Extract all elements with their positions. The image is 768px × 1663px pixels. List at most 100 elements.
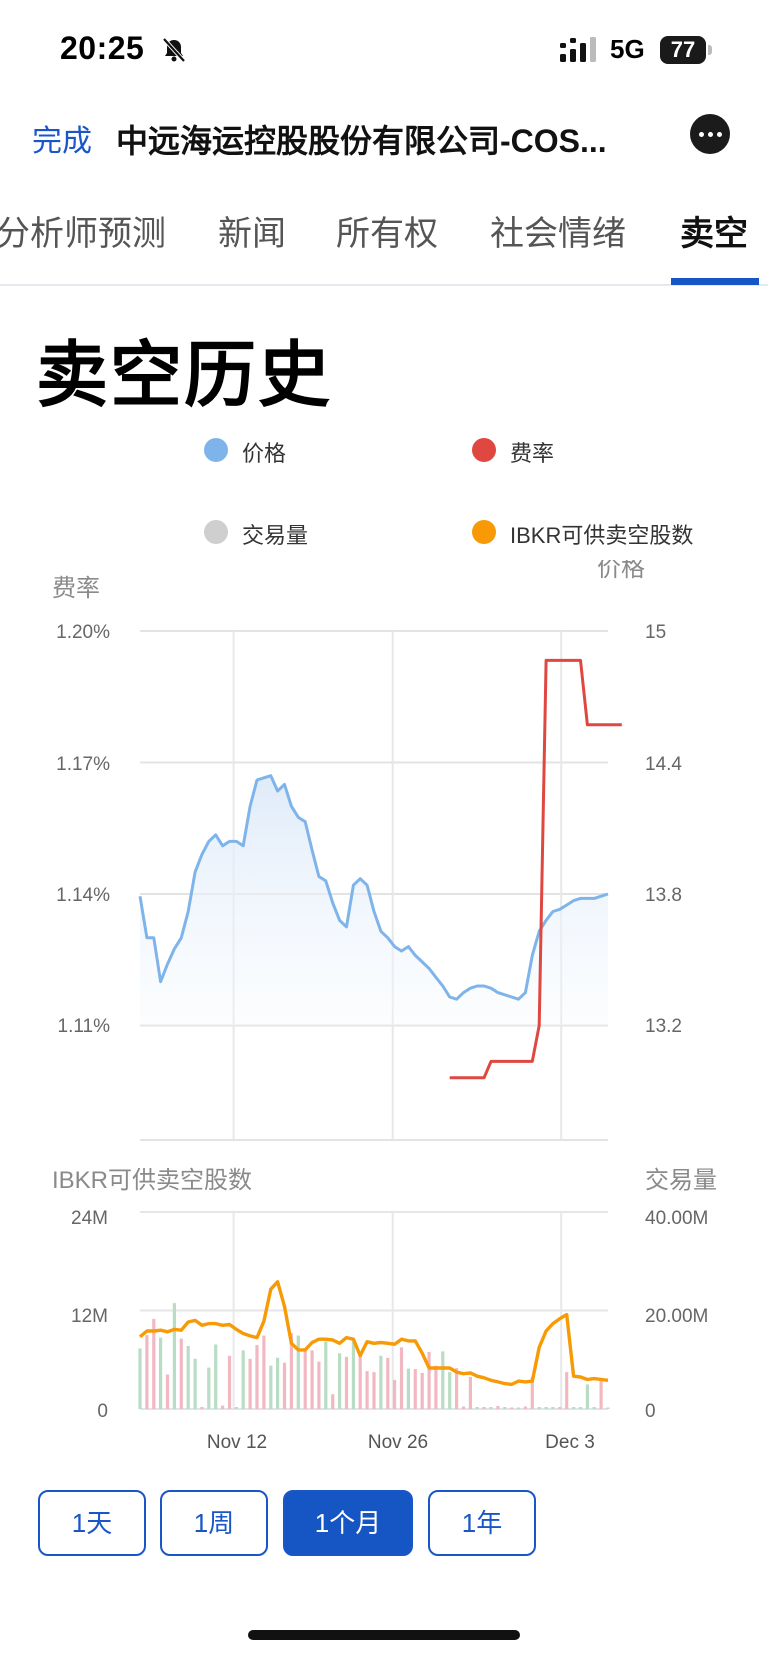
- battery-icon: 77: [660, 36, 712, 64]
- volume-bar: [551, 1407, 555, 1409]
- tab-short-selling[interactable]: 卖空: [680, 215, 748, 253]
- volume-bar: [592, 1407, 596, 1409]
- volume-bar: [496, 1406, 500, 1409]
- volume-bar: [523, 1406, 527, 1409]
- volume-bar: [510, 1407, 514, 1409]
- short-history-chart[interactable]: 费率 价格 1.20% 1.17% 1.14% 1.11% 15 14.4 13…: [0, 560, 768, 1460]
- volume-bar: [441, 1351, 445, 1409]
- legend-ibkr-swatch: [472, 520, 496, 544]
- x-tick-label: Dec 3: [545, 1432, 595, 1453]
- volume-bar: [310, 1350, 314, 1409]
- rate-tick: 1.20%: [56, 622, 110, 643]
- volume-bar: [565, 1372, 569, 1409]
- volume-bar: [606, 1407, 610, 1409]
- volume-bar: [358, 1353, 362, 1409]
- volume-bar: [420, 1373, 424, 1409]
- tab-social-sentiment[interactable]: 社会情绪: [490, 215, 626, 253]
- volume-bar: [468, 1377, 472, 1409]
- done-button[interactable]: 完成: [32, 125, 92, 158]
- rate-tick: 1.11%: [58, 1016, 111, 1037]
- rate-axis-title: 费率: [52, 575, 100, 602]
- volume-bar: [262, 1335, 266, 1409]
- volume-tick: 0: [645, 1401, 656, 1422]
- volume-bar: [344, 1356, 349, 1409]
- range-1-month-button[interactable]: 1个月: [283, 1490, 413, 1556]
- rate-tick: 1.17%: [56, 754, 110, 775]
- volume-bar: [475, 1407, 479, 1409]
- volume-bar: [234, 1407, 238, 1409]
- volume-bar: [207, 1367, 211, 1409]
- volume-bar: [172, 1303, 176, 1409]
- ibkr-shortable-line: [138, 1280, 609, 1387]
- rate-line: [449, 658, 622, 1080]
- volume-bar: [537, 1407, 541, 1409]
- price-area: [140, 775, 608, 1026]
- volume-bar: [331, 1394, 335, 1409]
- price-tick: 13.8: [645, 885, 682, 906]
- tab-ownership[interactable]: 所有权: [336, 215, 438, 253]
- ibkr-axis-title: IBKR可供卖空股数: [52, 1167, 252, 1194]
- volume-bar: [393, 1379, 397, 1409]
- active-tab-indicator: [671, 278, 759, 285]
- volume-bar: [572, 1407, 576, 1409]
- network-type: 5G: [610, 34, 645, 64]
- volume-bar: [282, 1362, 287, 1409]
- volume-bar: [276, 1357, 280, 1409]
- nav-bar: 完成 中远海运控股股份有限公司-COS...: [0, 106, 768, 166]
- volume-axis-title: 交易量: [645, 1167, 717, 1194]
- volume-bar: [221, 1405, 225, 1409]
- legend-price-swatch: [204, 438, 228, 462]
- volume-bar: [289, 1333, 293, 1409]
- volume-bar: [516, 1407, 521, 1409]
- range-1-week-button[interactable]: 1周: [160, 1490, 268, 1556]
- volume-bar: [227, 1355, 232, 1409]
- volume-bar: [338, 1353, 342, 1409]
- volume-bar: [317, 1361, 321, 1409]
- volume-bar: [138, 1348, 142, 1409]
- volume-bar: [248, 1358, 252, 1409]
- legend-rate-label: 费率: [510, 441, 555, 466]
- volume-bar: [200, 1407, 204, 1409]
- volume-bar: [255, 1345, 259, 1409]
- volume-bar: [413, 1369, 417, 1409]
- volume-bar: [585, 1384, 589, 1409]
- volume-bar: [351, 1341, 355, 1409]
- range-1-day-button[interactable]: 1天: [38, 1490, 146, 1556]
- price-tick: 14.4: [645, 754, 682, 775]
- volume-bar: [427, 1351, 431, 1409]
- legend-rate-swatch: [472, 438, 496, 462]
- tab-news[interactable]: 新闻: [218, 215, 286, 253]
- volume-bar: [379, 1355, 383, 1409]
- volume-bar: [434, 1365, 438, 1409]
- volume-bar: [145, 1335, 149, 1409]
- volume-bar: [448, 1372, 452, 1409]
- page-title: 中远海运控股股份有限公司-COS...: [116, 123, 607, 159]
- volume-bar: [365, 1371, 369, 1409]
- rate-tick: 1.14%: [56, 885, 110, 906]
- price-axis-title: 价格: [597, 560, 645, 582]
- volume-bar: [406, 1368, 410, 1409]
- battery-percent: 77: [670, 37, 696, 62]
- more-options-icon[interactable]: [690, 114, 730, 154]
- volume-bar: [241, 1350, 245, 1409]
- status-time: 20:25: [60, 30, 145, 66]
- volume-bar: [599, 1379, 603, 1409]
- home-indicator: [248, 1630, 520, 1640]
- volume-tick: 40.00M: [645, 1208, 708, 1229]
- volume-bar: [159, 1337, 163, 1409]
- legend-price-label: 价格: [242, 441, 287, 466]
- range-1-year-button[interactable]: 1年: [428, 1490, 536, 1556]
- volume-bar: [578, 1407, 583, 1409]
- volume-bar: [544, 1407, 548, 1409]
- cellular-signal-icon: [560, 37, 596, 62]
- tab-analyst-forecast[interactable]: 分析师预测: [0, 215, 166, 253]
- price-tick: 13.2: [645, 1016, 682, 1037]
- tab-bar: 分析师预测 新闻 所有权 社会情绪 卖空: [0, 190, 768, 286]
- volume-bar: [214, 1344, 218, 1409]
- volume-tick: 20.00M: [645, 1306, 708, 1327]
- ibkr-tick: 24M: [71, 1208, 108, 1229]
- x-tick-label: Nov 26: [368, 1432, 428, 1453]
- price-line: [138, 774, 609, 1001]
- volume-bar: [193, 1358, 197, 1409]
- legend-ibkr-label: IBKR可供卖空股数: [510, 523, 694, 548]
